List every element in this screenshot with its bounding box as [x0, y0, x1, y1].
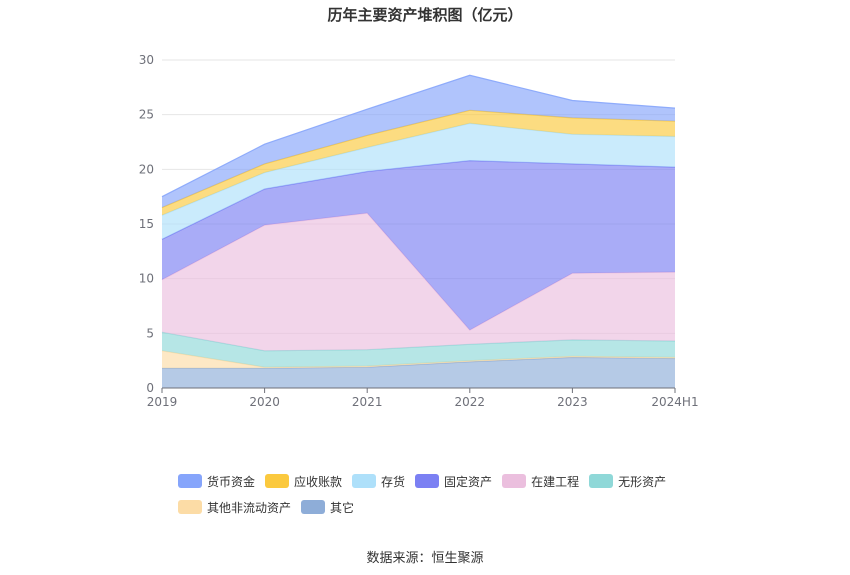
- legend-swatch: [265, 474, 290, 488]
- legend-label: 存货: [381, 474, 406, 489]
- legend-swatch: [502, 474, 527, 488]
- y-tick-label: 15: [139, 217, 154, 231]
- area-series-line-7: [161, 74, 676, 198]
- chart-title: 历年主要资产堆积图（亿元）: [327, 6, 522, 24]
- x-tick-label: 2022: [455, 395, 486, 409]
- legend-label: 货币资金: [207, 474, 256, 489]
- y-tick-label: 5: [146, 326, 154, 340]
- legend-item-fixed-assets[interactable]: 固定资产: [415, 472, 492, 490]
- area-series-4: [162, 160, 675, 331]
- area-series-6: [162, 110, 675, 216]
- y-tick-label: 0: [146, 381, 154, 395]
- y-tick-label: 10: [139, 272, 154, 286]
- legend-swatch: [352, 474, 377, 488]
- legend-item-others[interactable]: 其它: [301, 498, 354, 516]
- x-tick-label: 2021: [352, 395, 383, 409]
- area-series-3: [162, 213, 675, 351]
- y-tick-label: 20: [139, 162, 154, 176]
- legend-item-cash[interactable]: 货币资金: [178, 472, 255, 490]
- data-source: 数据来源：恒生聚源: [366, 551, 484, 566]
- axes: 0 5 10 15 20 25 30 2019 2020 2021 2022 2023 2024H1: [139, 53, 699, 409]
- x-tick-label: 2024H1: [651, 395, 698, 409]
- legend-label: 在建工程: [531, 474, 580, 489]
- area-series-5: [162, 123, 675, 240]
- legend-swatch: [301, 500, 326, 514]
- legend-label: 其他非流动资产: [207, 500, 292, 515]
- legend-swatch: [178, 474, 202, 488]
- legend-item-inventory[interactable]: 存货: [352, 472, 405, 490]
- legend-swatch: [178, 500, 202, 514]
- legend-item-other-noncurrent[interactable]: 其他非流动资产: [178, 498, 291, 516]
- legend-swatch: [589, 474, 614, 488]
- x-tick-label: 2023: [557, 395, 588, 409]
- legend-label: 固定资产: [444, 474, 493, 489]
- y-tick-label: 30: [139, 53, 154, 67]
- legend-swatch: [415, 474, 440, 488]
- x-tick-label: 2019: [147, 395, 178, 409]
- area-series-7: [162, 75, 675, 208]
- legend-label: 应收账款: [294, 474, 343, 489]
- legend: 货币资金 应收账款 存货 固定资产 在建工程 无形资产 其他非流动资产 其它: [178, 472, 698, 516]
- legend-label: 其它: [330, 500, 355, 515]
- area-series-1: [162, 350, 675, 369]
- legend-item-intangible[interactable]: 无形资产: [589, 472, 666, 490]
- legend-label: 无形资产: [618, 474, 667, 489]
- y-tick-label: 25: [139, 108, 154, 122]
- area-series-2: [162, 332, 675, 368]
- legend-item-receivables[interactable]: 应收账款: [265, 472, 342, 490]
- area-series: [161, 74, 676, 388]
- x-tick-label: 2020: [249, 395, 280, 409]
- area-series-0: [162, 357, 675, 388]
- legend-item-construction[interactable]: 在建工程: [502, 472, 579, 490]
